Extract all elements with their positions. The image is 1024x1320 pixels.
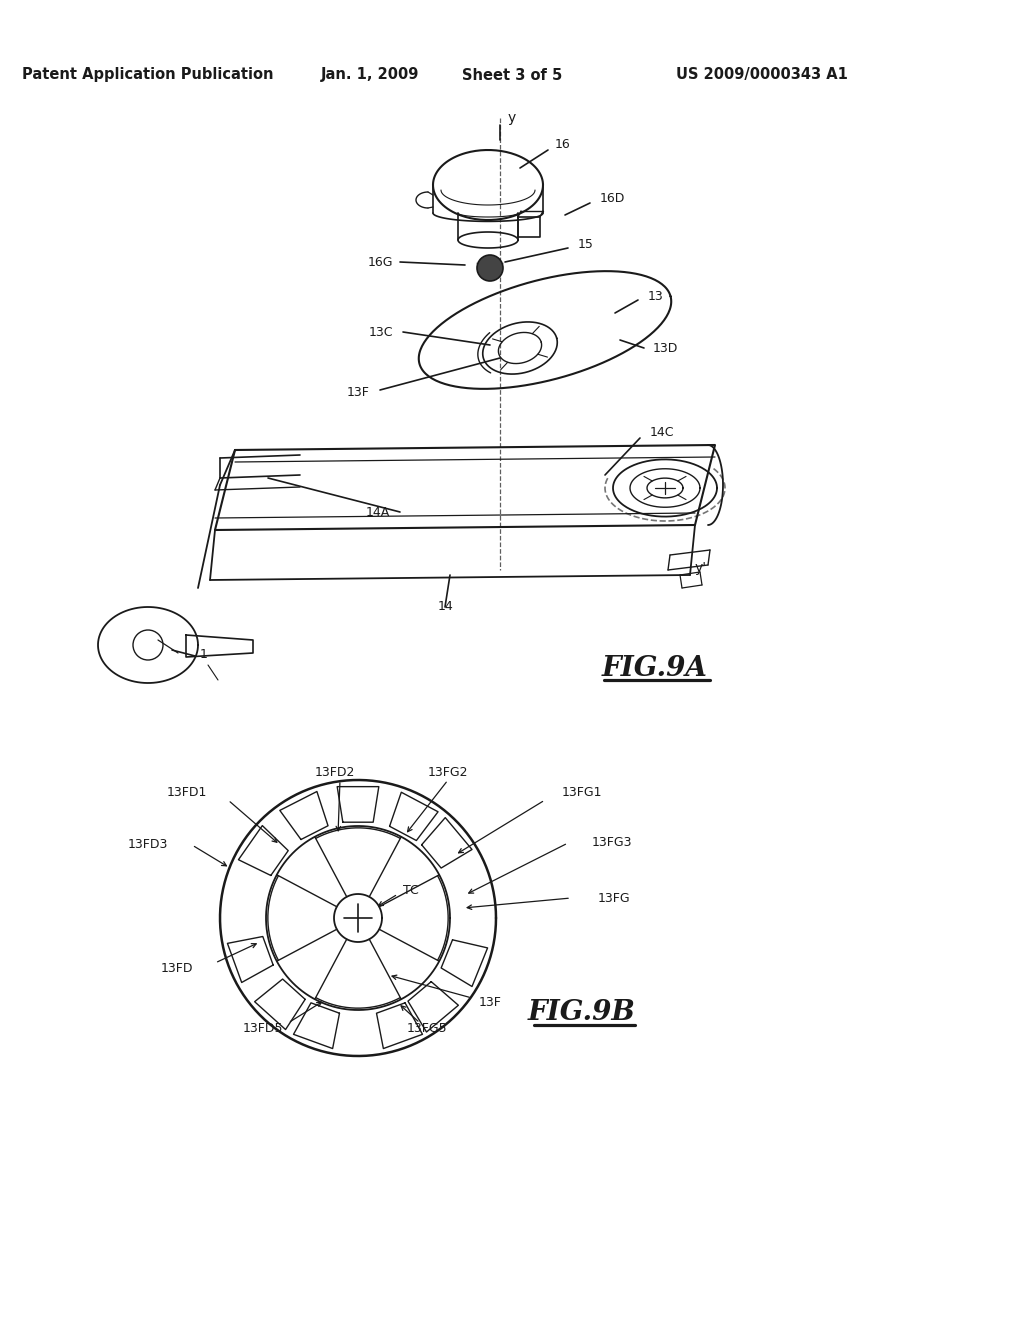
Text: 13FD2: 13FD2 xyxy=(314,767,355,780)
Text: 13FG1: 13FG1 xyxy=(562,787,602,800)
Text: 14A: 14A xyxy=(366,506,390,519)
Text: 13F: 13F xyxy=(347,387,370,400)
Text: 16G: 16G xyxy=(368,256,393,268)
Circle shape xyxy=(477,255,503,281)
Text: 13FD1: 13FD1 xyxy=(167,787,207,800)
Text: 13FG5: 13FG5 xyxy=(407,1022,447,1035)
Text: Sheet 3 of 5: Sheet 3 of 5 xyxy=(462,67,562,82)
Text: 13FG: 13FG xyxy=(598,891,631,904)
Text: 14C: 14C xyxy=(650,426,675,440)
Text: y': y' xyxy=(695,561,708,576)
Text: Patent Application Publication: Patent Application Publication xyxy=(23,67,273,82)
Text: 13C: 13C xyxy=(369,326,393,338)
Text: 16: 16 xyxy=(555,139,570,152)
Text: 13F: 13F xyxy=(478,997,502,1010)
Text: FIG.9B: FIG.9B xyxy=(528,999,636,1027)
Text: 16D: 16D xyxy=(600,191,626,205)
Text: 15: 15 xyxy=(578,238,594,251)
Text: 13FD5: 13FD5 xyxy=(243,1022,284,1035)
Text: FIG.9A: FIG.9A xyxy=(602,655,708,681)
Text: 13FD: 13FD xyxy=(161,961,193,974)
Text: 1: 1 xyxy=(200,648,208,661)
Text: 14: 14 xyxy=(438,601,454,614)
Text: US 2009/0000343 A1: US 2009/0000343 A1 xyxy=(676,67,848,82)
Text: 13FD3: 13FD3 xyxy=(128,838,168,851)
Text: y: y xyxy=(508,111,516,125)
Text: 13FG2: 13FG2 xyxy=(428,767,468,780)
Text: 13D: 13D xyxy=(653,342,678,355)
Text: 13: 13 xyxy=(648,289,664,302)
Text: 13FG3: 13FG3 xyxy=(592,837,633,850)
Text: TC: TC xyxy=(403,883,419,896)
Text: Jan. 1, 2009: Jan. 1, 2009 xyxy=(321,67,419,82)
